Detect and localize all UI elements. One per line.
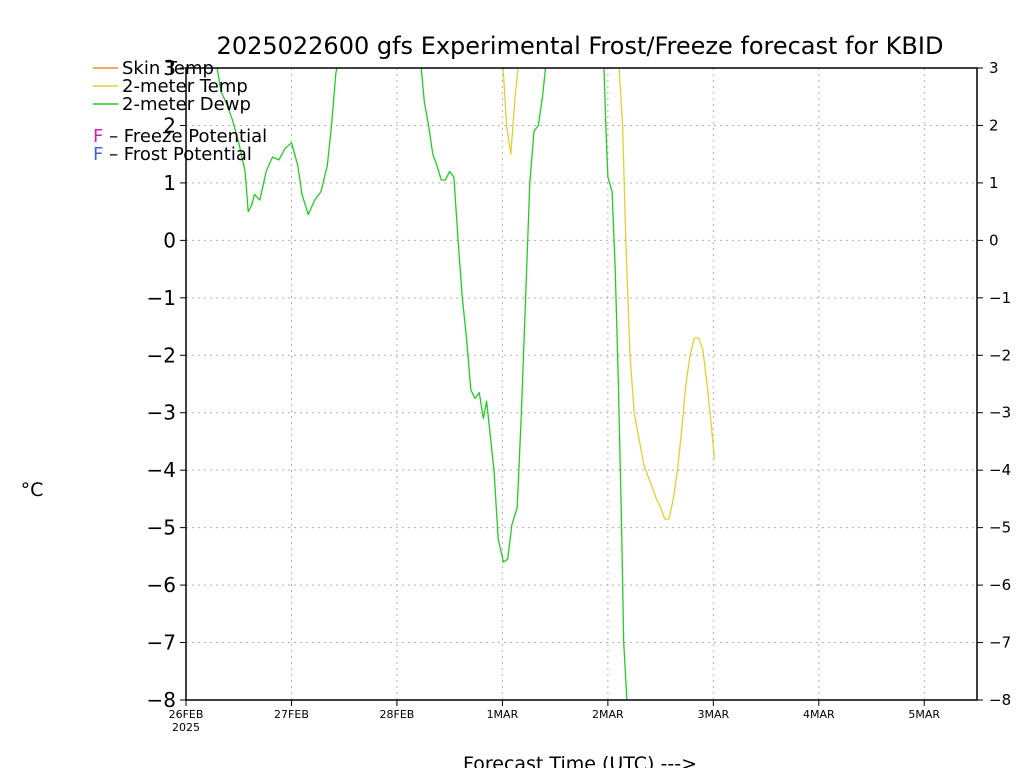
- y-tick-label: 0: [163, 228, 176, 252]
- y-tick-label-right: −5: [989, 519, 1011, 537]
- y-tick-label-right: 0: [989, 231, 999, 249]
- y-axis-ticks: −8 −8 −7 −7 −6 −6 −5 −5 −4 −4 −3 −3 −2 −2 −1 −1 0 0 1 1 2 2 3 3: [147, 56, 1012, 712]
- y-tick-label-right: −1: [989, 289, 1011, 307]
- y-tick-label: 1: [163, 171, 176, 195]
- y-tick-label-right: −6: [989, 576, 1011, 594]
- y-tick-label: −5: [147, 516, 176, 540]
- legend-label: 2-meter Temp: [122, 76, 248, 97]
- y-tick-label: −4: [147, 458, 176, 482]
- y-tick-label: −8: [147, 688, 176, 712]
- y-tick-label-right: −3: [989, 404, 1011, 422]
- plot-frame: [185, 67, 978, 701]
- y-tick-label: −3: [147, 401, 176, 425]
- series-line-2-meter-dewp: [420, 68, 547, 563]
- x-tick-label: 26FEB: [169, 708, 204, 721]
- series-line-2-meter-temp: [502, 68, 519, 155]
- y-tick-label-right: 2: [989, 116, 999, 134]
- legend-label: 2-meter Dewp: [122, 94, 251, 115]
- x-tick-sublabel: 2025: [172, 721, 200, 734]
- grid: [186, 68, 977, 700]
- y-tick-label-right: 3: [989, 59, 999, 77]
- y-tick-label: −7: [147, 631, 176, 655]
- x-tick-label: 3MAR: [697, 708, 729, 721]
- y-tick-label-right: −4: [989, 461, 1011, 479]
- y-tick-label-right: −2: [989, 346, 1011, 364]
- y-tick-label: −6: [147, 573, 176, 597]
- x-tick-label: 27FEB: [274, 708, 309, 721]
- y-tick-label-right: 1: [989, 174, 999, 192]
- legend-marker: F: [93, 144, 103, 165]
- series-line-2-meter-dewp: [603, 68, 628, 700]
- legend-marker: F: [93, 126, 103, 147]
- series-line-2-meter-temp: [618, 68, 716, 520]
- x-tick-label: 1MAR: [487, 708, 519, 721]
- y-tick-label: 3: [163, 56, 176, 80]
- x-tick-label: 28FEB: [380, 708, 415, 721]
- x-axis-label: Forecast Time (UTC) --->: [463, 753, 697, 768]
- y-tick-label-right: −8: [989, 691, 1011, 709]
- y-tick-label: 2: [163, 113, 176, 137]
- y-tick-label: −2: [147, 343, 176, 367]
- x-tick-label: 4MAR: [803, 708, 835, 721]
- series-line-2-meter-dewp: [216, 68, 338, 216]
- series-lines: [216, 68, 716, 700]
- legend-text: – Freeze Potential: [103, 126, 267, 147]
- y-tick-label-right: −7: [989, 634, 1011, 652]
- legend-label: Skin Temp: [122, 58, 214, 79]
- y-axis-label: °C: [21, 479, 44, 501]
- x-tick-label: 5MAR: [908, 708, 940, 721]
- legend-label: F – Freeze Potential: [93, 126, 267, 147]
- y-tick-label: −1: [147, 286, 176, 310]
- x-tick-label: 2MAR: [592, 708, 624, 721]
- chart-title: 2025022600 gfs Experimental Frost/Freeze…: [217, 32, 944, 60]
- legend-text: – Frost Potential: [103, 144, 252, 165]
- legend-label: F – Frost Potential: [93, 144, 252, 165]
